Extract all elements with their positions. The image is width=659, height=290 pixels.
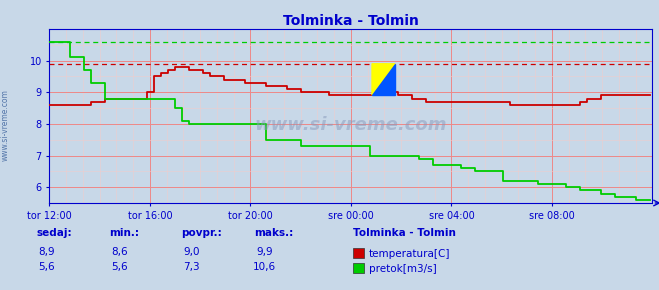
Polygon shape <box>372 64 395 95</box>
Text: www.si-vreme.com: www.si-vreme.com <box>254 116 447 134</box>
Text: sedaj:: sedaj: <box>36 228 72 238</box>
Text: 10,6: 10,6 <box>252 262 276 272</box>
Text: 9,0: 9,0 <box>183 247 200 257</box>
Title: Tolminka - Tolmin: Tolminka - Tolmin <box>283 14 419 28</box>
Text: 8,6: 8,6 <box>111 247 128 257</box>
Text: min.:: min.: <box>109 228 139 238</box>
Text: temperatura[C]: temperatura[C] <box>369 249 451 259</box>
Text: 8,9: 8,9 <box>38 247 55 257</box>
Text: Tolminka - Tolmin: Tolminka - Tolmin <box>353 228 455 238</box>
Text: 7,3: 7,3 <box>183 262 200 272</box>
Text: www.si-vreme.com: www.si-vreme.com <box>1 89 10 161</box>
Text: 9,9: 9,9 <box>256 247 273 257</box>
Text: 5,6: 5,6 <box>111 262 128 272</box>
Polygon shape <box>372 64 395 95</box>
Text: maks.:: maks.: <box>254 228 293 238</box>
Text: povpr.:: povpr.: <box>181 228 222 238</box>
Text: pretok[m3/s]: pretok[m3/s] <box>369 264 437 274</box>
Text: 5,6: 5,6 <box>38 262 55 272</box>
